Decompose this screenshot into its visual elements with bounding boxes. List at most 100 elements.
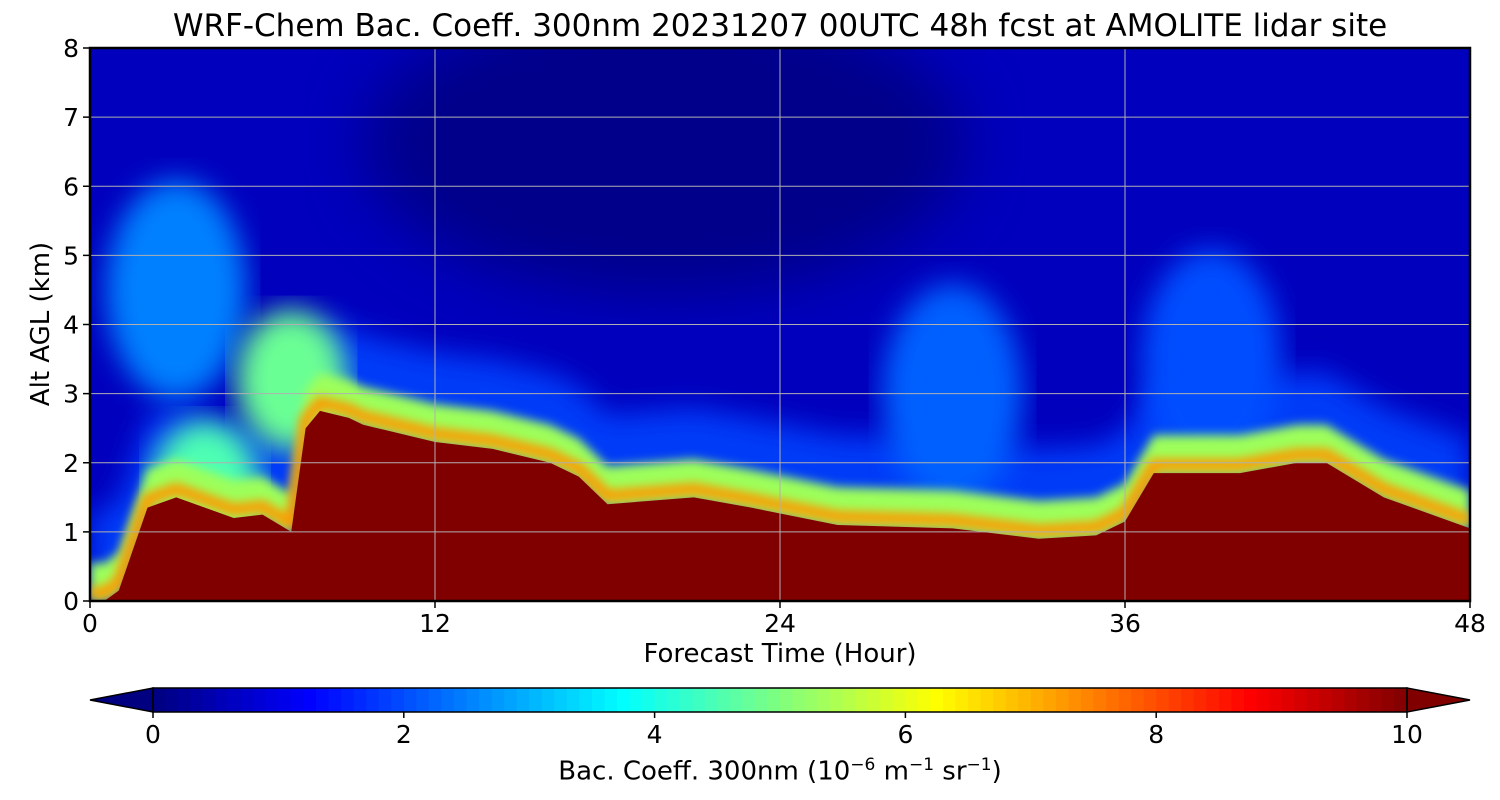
colorbar-segment [378, 688, 392, 712]
aerosol-plume [106, 179, 247, 400]
colorbar-segment [341, 688, 355, 712]
colorbar-tick-label: 4 [647, 720, 663, 749]
colorbar-segment [153, 688, 167, 712]
colorbar-segment [1118, 688, 1132, 712]
colorbar-segment [867, 688, 881, 712]
colorbar-segment [955, 688, 969, 712]
x-axis-ticks: 0 12 24 36 48 [82, 601, 1486, 638]
colorbar-label-end: ) [991, 756, 1002, 787]
y-tick-label: 2 [63, 449, 79, 478]
colorbar-label-main: Bac. Coeff. 300nm (10 [558, 756, 851, 787]
colorbar-segment [1394, 688, 1408, 712]
colorbar-tick-label: 0 [145, 720, 161, 749]
colorbar-segment [629, 688, 643, 712]
colorbar-label-exp2: −1 [908, 755, 935, 775]
colorbar-segment [604, 688, 618, 712]
colorbar-segment [767, 688, 781, 712]
colorbar-segment [1281, 688, 1295, 712]
y-tick-label: 0 [63, 587, 79, 616]
colorbar-segment [1030, 688, 1044, 712]
colorbar-segment [1043, 688, 1057, 712]
colorbar-segment [667, 688, 681, 712]
x-tick-label: 36 [1109, 609, 1141, 638]
colorbar-segment [717, 688, 731, 712]
colorbar-segment [290, 688, 305, 712]
colorbar-segment [993, 688, 1007, 712]
colorbar-segment [842, 688, 856, 712]
colorbar-segment [491, 688, 505, 712]
colorbar-tick-label: 6 [897, 720, 913, 749]
colorbar-segment [391, 688, 405, 712]
colorbar-segment [1156, 688, 1170, 712]
colorbar-segment [453, 688, 468, 712]
colorbar-segment [1243, 688, 1258, 712]
colorbar-segment [880, 688, 894, 712]
colorbar-segment [742, 688, 756, 712]
colorbar-extend-min [89, 687, 154, 713]
colorbar-segment [1055, 688, 1070, 712]
colorbar-segment [917, 688, 932, 712]
colorbar-segment [240, 688, 254, 712]
colorbar-segment [203, 688, 217, 712]
colorbar-segment [905, 688, 919, 712]
colorbar-frame [152, 687, 1408, 713]
colorbar-segment [1269, 688, 1283, 712]
layer-edge [90, 395, 1470, 599]
colorbar-segment [1106, 688, 1120, 712]
colorbar-segment [1331, 688, 1345, 712]
colorbar-label-exp3: −1 [966, 755, 992, 775]
x-tick-label: 48 [1454, 609, 1486, 638]
colorbar-segment [1319, 688, 1333, 712]
colorbar-segment [466, 688, 480, 712]
colorbar-label-exp1: −6 [850, 755, 876, 775]
colorbar-segment [780, 688, 794, 712]
colorbar-segment [830, 688, 844, 712]
colorbar-segment [228, 688, 242, 712]
colorbar-segment [855, 688, 869, 712]
colorbar-label-mid: m [875, 756, 909, 787]
y-tick-label: 5 [63, 241, 79, 270]
y-tick-label: 1 [63, 518, 79, 547]
colorbar-segment [704, 688, 718, 712]
colorbar-segment [316, 688, 330, 712]
colorbar-segment [1093, 688, 1107, 712]
colorbar-segment [554, 688, 568, 712]
colorbar-segment [190, 688, 204, 712]
colorbar-segment [654, 688, 668, 712]
colorbar-segment [253, 688, 267, 712]
colorbar-segment [403, 688, 417, 712]
x-tick-label: 24 [764, 609, 796, 638]
colorbar-segment [416, 688, 430, 712]
colorbar-segment [729, 688, 743, 712]
colorbar-segment [1018, 688, 1032, 712]
colorbar-segment [968, 688, 982, 712]
colorbar-segment [805, 688, 819, 712]
colorbar-segment [1306, 688, 1320, 712]
x-axis-label: Forecast Time (Hour) [643, 639, 917, 669]
colorbar-segment [980, 688, 994, 712]
colorbar-extend-max [1406, 687, 1471, 713]
colorbar-segment [1294, 688, 1308, 712]
colorbar-segment [516, 688, 530, 712]
colorbar-segment [165, 688, 179, 712]
x-tick-label: 0 [82, 609, 98, 638]
y-tick-label: 7 [63, 103, 79, 132]
colorbar-segment [303, 688, 317, 712]
colorbar-label: Bac. Coeff. 300nm (10−6 m−1 sr−1) [90, 755, 1470, 787]
colorbar-segment [1131, 688, 1145, 712]
colorbar-segment [1080, 688, 1095, 712]
colorbar-segment [1181, 688, 1195, 712]
colorbar-segment [930, 688, 944, 712]
colorbar-segment [541, 688, 555, 712]
colorbar-segment [366, 688, 380, 712]
colorbar-segment [1369, 688, 1383, 712]
colorbar-segment [692, 688, 706, 712]
colorbar-tick-label: 2 [396, 720, 412, 749]
colorbar-segment [817, 688, 831, 712]
colorbar-segment [792, 688, 806, 712]
colorbar-segment [591, 688, 606, 712]
colorbar-segment [566, 688, 580, 712]
colorbar-segment [479, 688, 493, 712]
colorbar-segment [642, 688, 656, 712]
colorbar-segment [215, 688, 229, 712]
